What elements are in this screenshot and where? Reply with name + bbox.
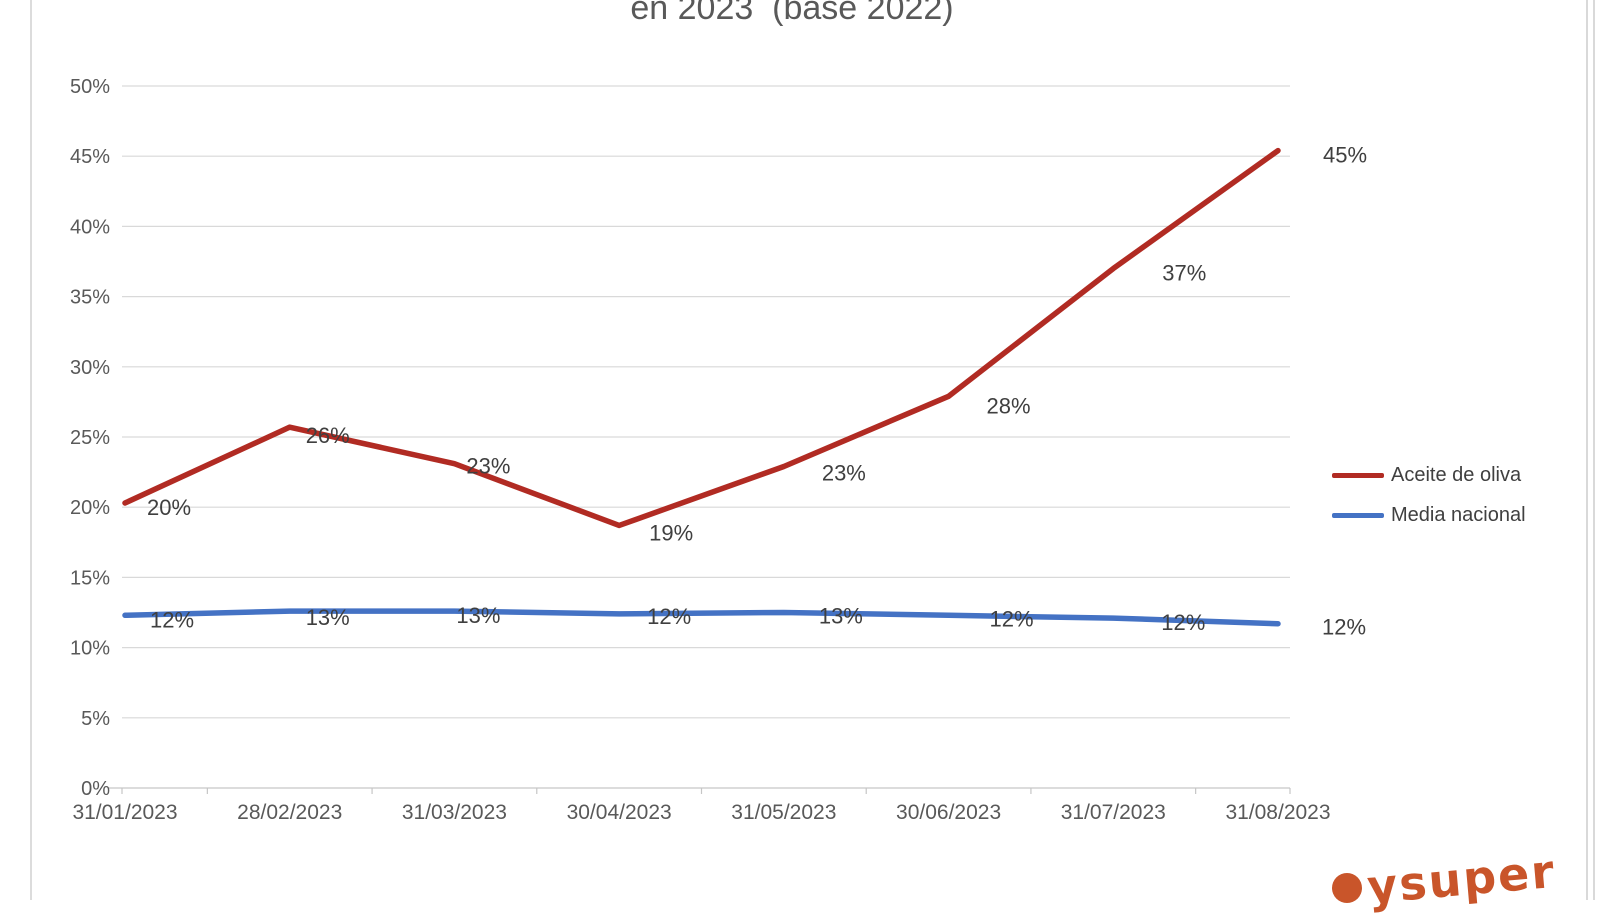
series-line-media-nacional [122,608,1281,627]
y-tick-label: 20% [70,497,110,519]
data-label: 45% [1323,143,1367,168]
data-label: 13% [456,603,500,628]
legend-item-aceite-de-oliva: Aceite de oliva [1332,464,1526,487]
data-label: 13% [306,605,350,630]
y-tick-label: 30% [70,357,110,379]
legend: Aceite de oliva Media nacional [1332,464,1526,527]
legend-item-media-nacional: Media nacional [1332,504,1526,527]
data-label: 12% [990,606,1034,631]
x-tick-label: 30/06/2023 [896,801,1001,824]
legend-label: Media nacional [1391,504,1526,526]
data-label: 12% [150,607,194,632]
chart-title: en 2023 (base 2022) [630,0,954,27]
x-tick-label: 31/01/2023 [72,801,177,824]
slide-border-right-inner [1586,0,1588,900]
y-tick-label: 15% [70,567,110,589]
y-tick-label: 40% [70,216,110,238]
y-tick-label: 50% [70,76,110,98]
brand-logo-text: ysuper [1365,843,1558,914]
x-tick-label: 31/03/2023 [402,801,507,824]
data-label: 23% [466,454,510,479]
data-label: 37% [1162,261,1206,286]
y-tick-label: 35% [70,287,110,309]
data-label: 23% [822,460,866,485]
y-tick-label: 5% [81,708,110,730]
brand-logo-dot-icon [1332,873,1362,903]
data-label: 12% [647,604,691,629]
x-tick-label: 31/08/2023 [1225,801,1330,824]
data-label: 19% [649,520,693,545]
series-line-aceite-de-oliva [122,147,1281,529]
y-tick-label: 0% [81,778,110,800]
legend-label: Aceite de oliva [1391,464,1522,486]
y-tick-label: 45% [70,146,110,168]
legend-line-swatch-red [1332,473,1384,478]
data-label: 28% [987,393,1031,418]
x-tick-label: 31/05/2023 [731,801,836,824]
slide-border-right-outer [1593,0,1595,900]
data-label: 13% [819,604,863,629]
brand-logo: ysuper [1332,844,1558,914]
data-label: 12% [1161,610,1205,635]
y-tick-label: 25% [70,427,110,449]
legend-line-swatch-blue [1332,513,1384,518]
data-label: 20% [147,495,191,520]
data-label: 12% [1322,615,1366,640]
x-tick-label: 28/02/2023 [237,801,342,824]
slide-border-left [30,0,32,900]
x-tick-label: 31/07/2023 [1061,801,1166,824]
y-tick-label: 10% [70,638,110,660]
data-label: 26% [306,423,350,448]
x-tick-label: 30/04/2023 [567,801,672,824]
